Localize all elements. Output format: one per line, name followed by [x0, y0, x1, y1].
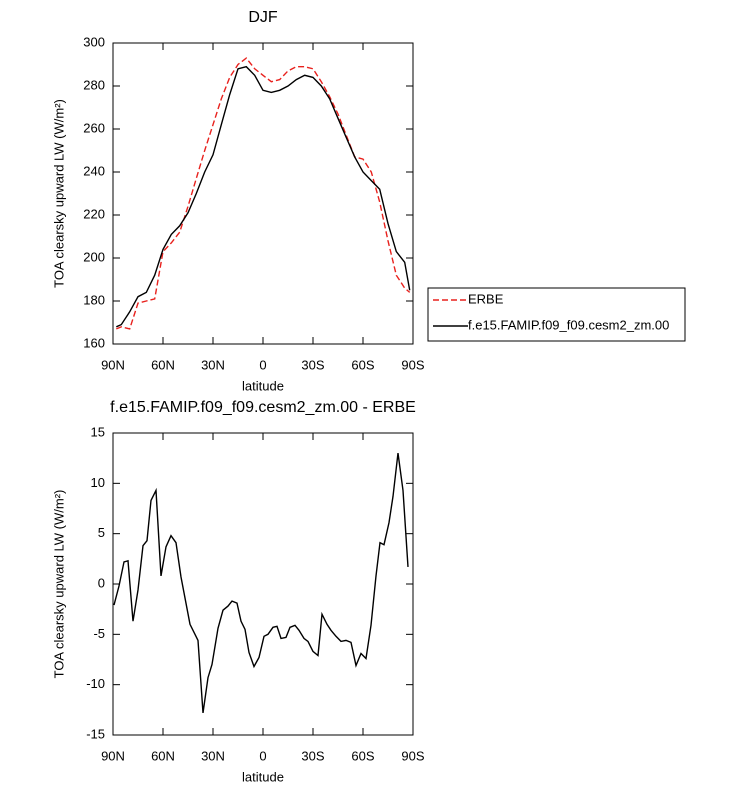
y-tick-label: 5: [98, 525, 105, 540]
y-tick-label: -5: [93, 626, 105, 641]
plot-frame: [112, 432, 414, 736]
x-tick-label: 30N: [201, 357, 225, 372]
x-tick-label: 0: [259, 357, 266, 372]
y-tick-label: 0: [98, 575, 105, 590]
y-tick-label: 300: [83, 34, 105, 49]
y-tick-label: 180: [83, 292, 105, 307]
data-line: [116, 65, 411, 328]
x-tick-label: 30S: [301, 357, 324, 372]
chart-title: f.e15.FAMIP.f09_f09.cesm2_zm.00 - ERBE: [110, 399, 416, 416]
y-tick-label: 15: [91, 424, 105, 439]
x-tick-label: 60S: [351, 748, 374, 763]
y-axis-label: TOA clearsky upward LW (W/m²): [51, 99, 66, 288]
x-tick-label: 90N: [101, 748, 125, 763]
data-line: [113, 453, 409, 713]
x-axis-label: latitude: [242, 769, 284, 784]
x-tick-label: 60N: [151, 357, 175, 372]
data-line: [116, 57, 411, 330]
y-tick-label: 200: [83, 249, 105, 264]
y-tick-label: 10: [91, 475, 105, 490]
x-tick-label: 90N: [101, 357, 125, 372]
y-axis-label: TOA clearsky upward LW (W/m²): [51, 490, 66, 679]
y-tick-label: 240: [83, 163, 105, 178]
x-tick-label: 60S: [351, 357, 374, 372]
y-tick-label: 280: [83, 77, 105, 92]
x-tick-label: 90S: [401, 748, 424, 763]
legend-label: ERBE: [468, 291, 504, 306]
plot-frame: [112, 42, 414, 345]
x-tick-label: 30N: [201, 748, 225, 763]
y-tick-label: 260: [83, 120, 105, 135]
x-tick-label: 30S: [301, 748, 324, 763]
legend-label: f.e15.FAMIP.f09_f09.cesm2_zm.00: [468, 317, 669, 332]
y-tick-label: -10: [86, 676, 105, 691]
y-tick-label: 160: [83, 335, 105, 350]
chart-title: DJF: [248, 9, 278, 26]
x-axis-label: latitude: [242, 378, 284, 393]
y-tick-label: -15: [86, 726, 105, 741]
y-tick-label: 220: [83, 206, 105, 221]
x-tick-label: 0: [259, 748, 266, 763]
legend-box: [427, 287, 686, 342]
x-tick-label: 60N: [151, 748, 175, 763]
x-tick-label: 90S: [401, 357, 424, 372]
